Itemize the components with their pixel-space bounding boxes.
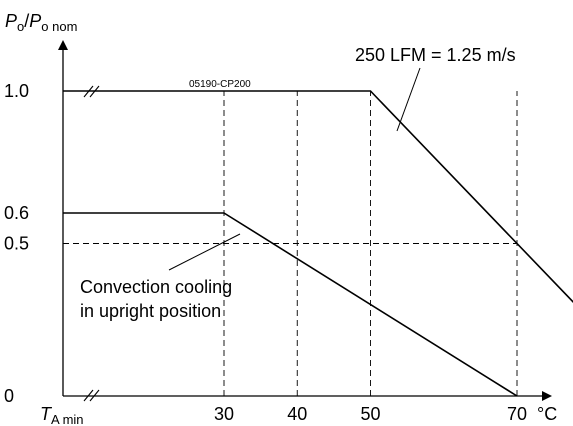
y-tick-label-0_6: 0.6 [4,203,29,223]
x-tick-label-30: 30 [214,404,234,424]
y-tick-label-0: 0 [4,386,14,406]
tick-labels: 30405070901.00.60.50 [4,81,527,424]
x-origin-label: TA min [40,404,84,426]
series-label-forced-air: 250 LFM = 1.25 m/s [355,45,516,65]
x-tick-label-70: 70 [507,404,527,424]
x-tick-label-40: 40 [287,404,307,424]
series-label-convection-line2: in upright position [80,301,221,321]
x-axis-unit: °C [537,404,557,424]
axes [58,40,552,402]
y-axis-label: Po/Po nom [5,11,77,34]
y-tick-label-1_0: 1.0 [4,81,29,101]
x-axis-break [83,389,100,402]
series-label-convection-line1: Convection cooling [80,277,232,297]
x-tick-label-50: 50 [360,404,380,424]
series-line-2 [63,212,518,397]
leader-forced-air [396,67,421,132]
code-label: 05190-CP200 [189,79,251,90]
y-tick-label-0_5: 0.5 [4,234,29,254]
leader-convection [168,233,241,271]
guide-lines [63,91,518,396]
curves [63,90,573,397]
series-line-1 [63,90,573,303]
